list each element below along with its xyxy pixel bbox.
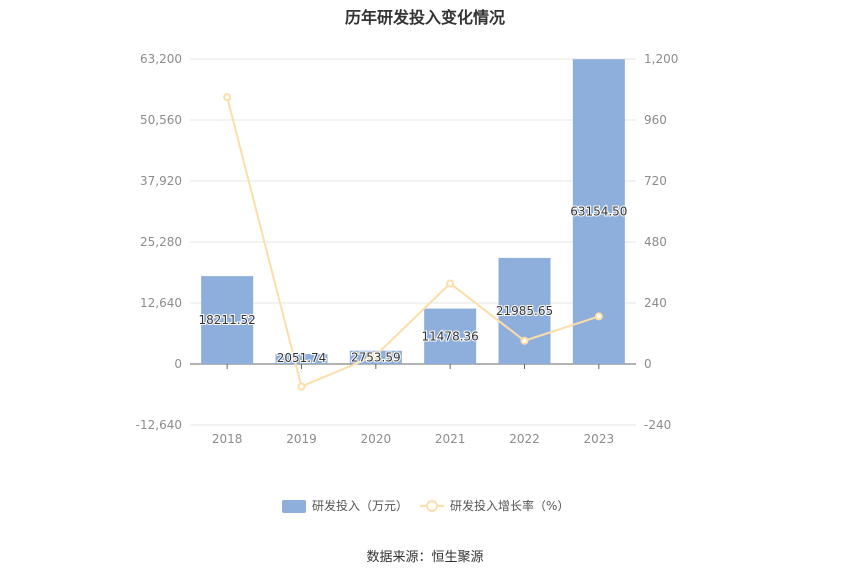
growth-rate-point <box>371 351 380 360</box>
y-left-tick-label: 37,920 <box>140 174 182 188</box>
y-left-tick-label: 50,560 <box>140 113 182 127</box>
legend-swatch-line-marker <box>426 500 438 512</box>
bar <box>201 276 254 364</box>
x-tick-label: 2021 <box>435 432 466 446</box>
x-tick-label: 2018 <box>212 432 243 446</box>
y-right-tick-label: 720 <box>644 174 667 188</box>
growth-rate-point <box>223 93 232 102</box>
x-tick-label: 2020 <box>361 432 392 446</box>
bar-value-label: 2753.59 <box>351 350 401 364</box>
y-right-tick-label: 240 <box>644 296 667 310</box>
y-right-tick-label: 960 <box>644 113 667 127</box>
x-tick-label: 2023 <box>584 432 615 446</box>
y-right-tick-label: 1,200 <box>644 52 678 66</box>
bar-value-label: 18211.52 <box>199 313 256 327</box>
legend-swatch-bar <box>282 500 306 513</box>
x-tick-label: 2019 <box>286 432 317 446</box>
y-left-tick-label: 12,640 <box>140 296 182 310</box>
bar-value-label: 11478.36 <box>422 329 479 343</box>
growth-rate-line <box>226 96 600 388</box>
growth-rate-point <box>520 336 529 345</box>
bar <box>424 308 477 364</box>
growth-rate-point <box>446 279 455 288</box>
data-source: 数据来源：恒生聚源 <box>366 550 484 565</box>
x-tick-label: 2022 <box>509 432 540 446</box>
bar-value-label: 63154.50 <box>570 205 627 219</box>
bar <box>498 257 551 364</box>
y-left-tick-label: 63,200 <box>140 52 182 66</box>
bar-value-label: 2051.74 <box>277 351 327 365</box>
legend-label-bar: 研发投入（万元） <box>312 498 408 513</box>
y-left-tick-label: 25,280 <box>140 235 182 249</box>
bar-value-label: 21985.65 <box>496 304 553 318</box>
bar <box>275 354 328 364</box>
y-left-tick-label: 0 <box>174 357 182 371</box>
y-right-tick-label: -240 <box>644 418 671 432</box>
legend-label-line: 研发投入增长率（%） <box>450 498 569 513</box>
y-left-tick-label: -12,640 <box>136 418 182 432</box>
y-right-tick-label: 480 <box>644 235 667 249</box>
growth-rate-point <box>594 312 603 321</box>
growth-rate-point <box>297 382 306 391</box>
chart-title: 历年研发投入变化情况 <box>344 8 505 27</box>
y-right-tick-label: 0 <box>644 357 652 371</box>
